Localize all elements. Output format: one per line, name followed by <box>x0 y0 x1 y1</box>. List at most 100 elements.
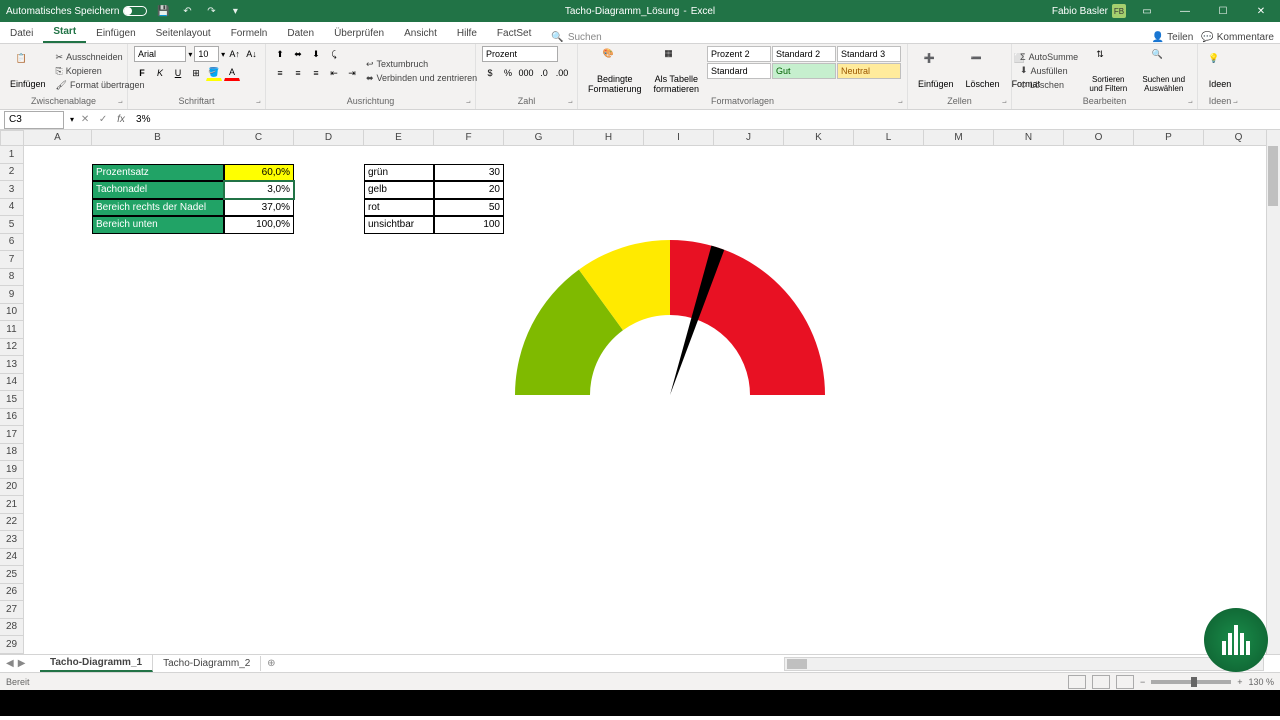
zoom-slider[interactable] <box>1151 680 1231 684</box>
indent-left-icon[interactable]: ⇤ <box>326 65 342 81</box>
tab-seitenlayout[interactable]: Seitenlayout <box>146 24 221 43</box>
sheet-nav-prev-icon[interactable]: ◀ <box>6 658 14 669</box>
view-page-break-icon[interactable] <box>1116 675 1134 689</box>
autosum-button[interactable]: ΣAutoSumme <box>1018 51 1080 63</box>
view-page-layout-icon[interactable] <box>1092 675 1110 689</box>
zoom-in-icon[interactable]: + <box>1237 677 1242 687</box>
col-header[interactable]: B <box>92 130 224 146</box>
row-header[interactable]: 26 <box>0 584 24 602</box>
save-icon[interactable]: 💾 <box>155 3 171 19</box>
row-header[interactable]: 13 <box>0 356 24 374</box>
align-left-icon[interactable]: ≡ <box>272 65 288 81</box>
formula-input[interactable]: 3% <box>130 114 1280 125</box>
cell[interactable]: Prozentsatz <box>92 164 224 182</box>
conditional-formatting-button[interactable]: 🎨 Bedingte Formatierung <box>584 46 646 96</box>
row-header[interactable]: 3 <box>0 181 24 199</box>
currency-icon[interactable]: $ <box>482 65 498 81</box>
align-bottom-icon[interactable]: ⬇ <box>308 46 324 62</box>
row-header[interactable]: 12 <box>0 339 24 357</box>
cell[interactable]: 3,0% <box>224 181 294 199</box>
col-header[interactable]: Q <box>1204 130 1274 146</box>
autosave-toggle[interactable]: Automatisches Speichern <box>6 6 147 17</box>
col-header[interactable]: L <box>854 130 924 146</box>
style-cell[interactable]: Standard 3 <box>837 46 901 62</box>
style-cell[interactable]: Standard <box>707 63 771 79</box>
zoom-out-icon[interactable]: − <box>1140 677 1145 687</box>
fill-color-button[interactable]: 🪣 <box>206 65 222 81</box>
fx-icon[interactable]: fx <box>112 111 130 129</box>
accept-formula-icon[interactable]: ✓ <box>94 111 112 129</box>
tab-hilfe[interactable]: Hilfe <box>447 24 487 43</box>
row-header[interactable]: 24 <box>0 549 24 567</box>
align-right-icon[interactable]: ≡ <box>308 65 324 81</box>
style-cell[interactable]: Gut <box>772 63 836 79</box>
close-icon[interactable]: ✕ <box>1244 0 1278 22</box>
insert-cells-button[interactable]: ➕Einfügen <box>914 46 958 96</box>
wrap-text-button[interactable]: ↩Textumbruch <box>364 58 479 71</box>
cell[interactable]: 50 <box>434 199 504 217</box>
row-header[interactable]: 23 <box>0 531 24 549</box>
row-header[interactable]: 25 <box>0 566 24 584</box>
sheet-tab-1[interactable]: Tacho-Diagramm_1 <box>40 655 153 672</box>
row-header[interactable]: 18 <box>0 444 24 462</box>
share-button[interactable]: 👤Teilen <box>1152 32 1194 43</box>
comments-button[interactable]: 💬Kommentare <box>1201 32 1274 43</box>
row-header[interactable]: 15 <box>0 391 24 409</box>
toggle-switch[interactable] <box>123 6 147 16</box>
row-header[interactable]: 9 <box>0 286 24 304</box>
tab-start[interactable]: Start <box>43 22 86 43</box>
decrease-decimal-icon[interactable]: .00 <box>554 65 570 81</box>
row-header[interactable]: 1 <box>0 146 24 164</box>
col-header[interactable]: P <box>1134 130 1204 146</box>
delete-cells-button[interactable]: ➖Löschen <box>962 46 1004 96</box>
style-cell[interactable]: Neutral <box>837 63 901 79</box>
cell[interactable]: rot <box>364 199 434 217</box>
row-header[interactable]: 11 <box>0 321 24 339</box>
row-header[interactable]: 17 <box>0 426 24 444</box>
align-center-icon[interactable]: ≡ <box>290 65 306 81</box>
cell[interactable]: gelb <box>364 181 434 199</box>
search-box[interactable]: 🔍 Suchen <box>551 32 601 43</box>
bold-button[interactable]: F <box>134 65 150 81</box>
cell[interactable]: Tachonadel <box>92 181 224 199</box>
col-header[interactable]: K <box>784 130 854 146</box>
row-header[interactable]: 22 <box>0 514 24 532</box>
fill-button[interactable]: ⬇Ausfüllen <box>1018 64 1080 77</box>
row-header[interactable]: 6 <box>0 234 24 252</box>
font-size-select[interactable]: 10 <box>194 46 219 62</box>
tab-formeln[interactable]: Formeln <box>221 24 278 43</box>
row-header[interactable]: 7 <box>0 251 24 269</box>
user-avatar[interactable]: FB <box>1112 4 1126 18</box>
row-header[interactable]: 5 <box>0 216 24 234</box>
decrease-font-icon[interactable]: A↓ <box>244 46 259 62</box>
row-header[interactable]: 2 <box>0 164 24 182</box>
row-header[interactable]: 16 <box>0 409 24 427</box>
redo-icon[interactable]: ↷ <box>203 3 219 19</box>
name-box[interactable]: C3 <box>4 111 64 129</box>
col-header[interactable]: N <box>994 130 1064 146</box>
col-header[interactable]: E <box>364 130 434 146</box>
col-header[interactable]: C <box>224 130 294 146</box>
row-header[interactable]: 8 <box>0 269 24 287</box>
percent-icon[interactable]: % <box>500 65 516 81</box>
align-top-icon[interactable]: ⬆ <box>272 46 288 62</box>
format-as-table-button[interactable]: ▦ Als Tabelle formatieren <box>650 46 704 96</box>
font-color-button[interactable]: A <box>224 65 240 81</box>
find-select-button[interactable]: 🔍Suchen und Auswählen <box>1136 46 1191 96</box>
col-header[interactable]: J <box>714 130 784 146</box>
increase-decimal-icon[interactable]: .0 <box>536 65 552 81</box>
vertical-scrollbar[interactable] <box>1266 130 1280 654</box>
select-all-corner[interactable] <box>0 130 24 146</box>
qat-customize-icon[interactable]: ▾ <box>227 3 243 19</box>
tab-ansicht[interactable]: Ansicht <box>394 24 447 43</box>
row-header[interactable]: 21 <box>0 496 24 514</box>
sheet-tab-2[interactable]: Tacho-Diagramm_2 <box>153 656 261 671</box>
tab-einfuegen[interactable]: Einfügen <box>86 24 145 43</box>
merge-button[interactable]: ⬌Verbinden und zentrieren <box>364 72 479 85</box>
add-sheet-button[interactable]: ⊕ <box>261 658 281 669</box>
row-header[interactable]: 28 <box>0 619 24 637</box>
gauge-chart[interactable] <box>500 225 840 405</box>
tab-ueberpruefen[interactable]: Überprüfen <box>324 24 394 43</box>
row-header[interactable]: 10 <box>0 304 24 322</box>
view-normal-icon[interactable] <box>1068 675 1086 689</box>
